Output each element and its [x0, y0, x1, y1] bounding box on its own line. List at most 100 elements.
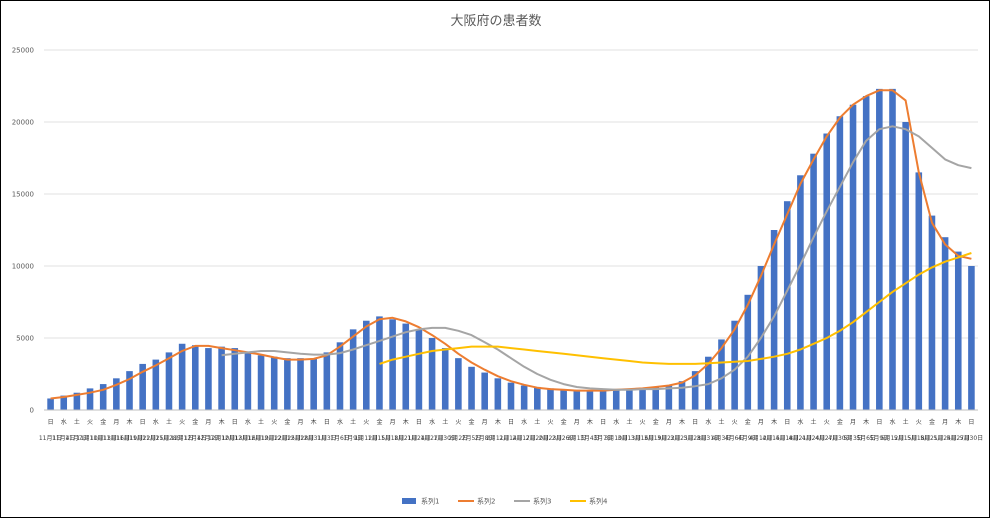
bar: [86, 388, 94, 410]
y-tick-label: 5000: [16, 335, 34, 343]
x-weekday-label: 日: [324, 419, 330, 426]
x-tick-label: 12月16日: [234, 435, 261, 442]
bar: [665, 385, 673, 410]
x-weekday-label: 月: [482, 419, 488, 426]
x-weekday-label: 土: [166, 418, 172, 426]
x-weekday-label: 月: [113, 419, 119, 426]
x-tick-label: 12月10日: [208, 435, 235, 442]
bar: [823, 133, 831, 410]
line-series: [50, 89, 972, 400]
bar: [257, 355, 265, 410]
bar: [336, 342, 344, 410]
x-tick-label: 3月13日: [618, 435, 641, 442]
bar: [586, 390, 594, 410]
x-tick-label: 1月6日: [330, 435, 350, 442]
bar: [915, 172, 923, 410]
bar: [691, 371, 699, 410]
bar: [205, 348, 212, 410]
bar: [218, 346, 225, 410]
x-tick-label: 1月3日: [317, 435, 337, 442]
x-tick-label: 11月28日: [155, 435, 182, 442]
x-tick-label: 1月12日: [355, 435, 378, 442]
series-line-3: [221, 125, 972, 391]
bar: [718, 339, 725, 410]
x-weekday-label: 日: [784, 419, 790, 426]
x-tick-label: 12月19日: [247, 435, 274, 442]
x-tick-label: 5月12日: [881, 435, 904, 442]
x-weekday-label: 月: [390, 419, 396, 426]
y-tick-label: 0: [30, 407, 34, 415]
bar: [415, 329, 423, 410]
x-weekday-label: 金: [653, 418, 659, 426]
x-tick-label: 11月4日: [52, 435, 75, 442]
x-weekday-label: 火: [547, 419, 553, 426]
x-weekday-label: 火: [640, 419, 646, 426]
bar: [481, 372, 488, 410]
x-weekday-label: 水: [521, 418, 527, 426]
bar: [270, 356, 278, 410]
x-tick-label: 4月18日: [776, 435, 799, 442]
x-weekday-label: 火: [179, 419, 185, 426]
bar: [599, 390, 607, 410]
bar: [876, 88, 883, 410]
legend-label: 系列2: [477, 497, 495, 506]
x-tick-label: 1月18日: [381, 435, 404, 442]
x-tick-label: 12月1日: [170, 435, 193, 442]
x-tick-label: 11月13日: [90, 435, 117, 442]
x-weekday-label: 火: [916, 419, 922, 426]
bar: [60, 395, 68, 410]
x-tick-label: 11月22日: [129, 435, 156, 442]
x-weekday-label: 木: [495, 418, 501, 426]
x-tick-label: 1月9日: [343, 435, 363, 442]
x-tick-label: 5月24日: [933, 435, 956, 442]
x-tick-label: 3月31日: [697, 435, 720, 442]
legend-label: 系列4: [589, 497, 608, 506]
bar: [178, 343, 186, 410]
x-weekday-label: 土: [811, 418, 817, 426]
x-weekday-label: 月: [205, 419, 211, 426]
x-tick-label: 11月16日: [103, 435, 130, 442]
x-tick-label: 3月16日: [631, 435, 654, 442]
x-weekday-label: 日: [140, 419, 146, 426]
x-tick-label: 1月27日: [420, 435, 443, 442]
x-tick-label: 4月30日: [828, 435, 851, 442]
bar: [455, 358, 462, 410]
x-weekday-label: 火: [363, 419, 369, 426]
x-tick-label: 3月28日: [683, 435, 706, 442]
x-weekday-label: 土: [534, 418, 540, 426]
x-tick-label: 3月22日: [657, 435, 680, 442]
x-weekday-label: 日: [416, 419, 422, 426]
x-weekday-label: 水: [153, 418, 159, 426]
x-tick-label: 5月15日: [894, 435, 917, 442]
bar-series: [47, 88, 975, 411]
x-weekday-label: 木: [863, 418, 869, 426]
x-weekday-label: 金: [561, 418, 567, 426]
bar: [297, 358, 304, 410]
x-weekday-label: 日: [876, 419, 882, 426]
bar: [389, 319, 396, 410]
x-tick-label: 4月24日: [802, 435, 825, 442]
bar: [941, 237, 949, 410]
x-tick-label: 11月7日: [65, 435, 88, 442]
chart-title: 大阪府の患者数: [450, 14, 542, 29]
bar: [928, 215, 936, 410]
x-weekday-label: 水: [797, 418, 803, 426]
x-tick-label: 2月17日: [512, 435, 535, 442]
x-weekday-label: 水: [613, 418, 619, 426]
x-tick-label: 12月31日: [300, 435, 327, 442]
legend-label: 系列3: [533, 497, 551, 506]
x-tick-label: 3月1日: [567, 435, 587, 442]
bar: [152, 359, 160, 410]
bar: [810, 153, 817, 410]
x-tick-label: 2月26日: [552, 435, 575, 442]
bar: [560, 389, 567, 410]
bar: [73, 392, 81, 410]
x-tick-label: 2月11日: [486, 435, 509, 442]
x-weekday-label: 金: [469, 418, 475, 426]
x-tick-label: 2月20日: [526, 435, 549, 442]
y-tick-label: 15000: [12, 191, 34, 199]
x-tick-label: 11月1日: [39, 435, 62, 442]
bar: [770, 230, 778, 410]
x-weekday-label: 月: [942, 419, 948, 426]
